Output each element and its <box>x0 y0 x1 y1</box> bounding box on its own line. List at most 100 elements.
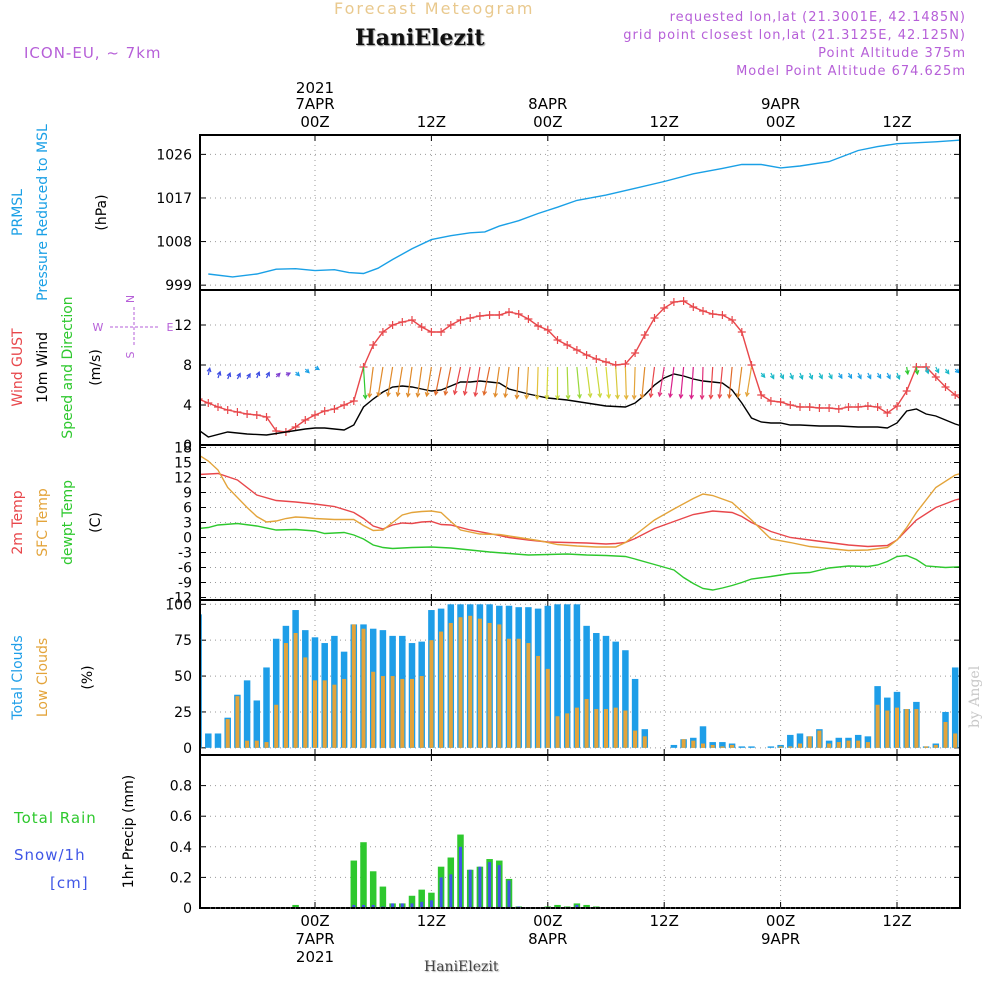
model-altitude: Model Point Altitude 674.625m <box>736 64 966 79</box>
low-cloud-bar <box>526 643 531 748</box>
wind-arrow <box>605 366 610 398</box>
wind-arrow-head <box>534 395 540 401</box>
wind-arrow-head <box>424 392 430 398</box>
bottom-hour-label: 12Z <box>650 912 679 930</box>
gust-marker <box>640 331 649 339</box>
wind-arrow-head <box>216 370 222 376</box>
panel-frame <box>199 134 961 291</box>
wind-arrow <box>416 366 423 397</box>
panel-temp-data <box>201 455 959 591</box>
gust-marker <box>485 311 494 319</box>
wind-arrow-head <box>727 393 732 400</box>
wind-arrow-head <box>565 395 571 401</box>
low-cloud-bar <box>856 740 861 748</box>
snow-bar <box>381 906 385 907</box>
wind-arrow-head <box>395 392 401 398</box>
legend-snow: Snow/1h <box>14 846 86 864</box>
wind-arrow <box>586 366 592 398</box>
low-cloud-bar <box>507 638 511 748</box>
gust-marker <box>369 341 378 349</box>
y-tick-label: 0 <box>183 901 192 917</box>
wind-arrow-head <box>255 370 261 377</box>
low-cloud-bar <box>536 655 541 748</box>
wind-arrow-head <box>544 395 550 401</box>
wind-arrow-head <box>236 372 241 378</box>
y-tick-label: 0.4 <box>170 840 192 856</box>
low-cloud-bar <box>594 709 599 748</box>
wind-arrow-head <box>838 374 843 380</box>
low-cloud-bar <box>468 615 473 748</box>
total-cloud-bar <box>796 733 804 748</box>
rain-bar <box>593 906 600 907</box>
total-cloud-bar <box>971 746 978 747</box>
gust-marker <box>311 411 319 419</box>
low-cloud-bar <box>836 742 841 748</box>
gust-marker <box>340 401 349 409</box>
panel-precip-data <box>292 834 600 907</box>
wind-arrow <box>504 366 510 398</box>
low-cloud-bar <box>904 709 909 748</box>
axis-label: SFC Temp <box>35 488 51 557</box>
rain-bar <box>292 904 299 907</box>
bottom-day-label: 9APR <box>761 930 800 948</box>
wind-arrow-head <box>367 393 373 399</box>
gust-marker <box>427 328 436 336</box>
gust-marker <box>572 346 581 354</box>
y-tick-label: 75 <box>174 633 192 649</box>
low-cloud-bar <box>555 716 560 748</box>
gust-marker <box>708 310 717 318</box>
wind-arrow <box>658 366 665 397</box>
wind-arrow <box>984 369 988 373</box>
axis-label: dewpt Temp <box>60 480 76 565</box>
low-cloud-bar <box>730 744 735 748</box>
wind-arrow-head <box>226 371 232 378</box>
gust-marker <box>815 404 824 412</box>
y-tick-label: 3 <box>183 516 192 532</box>
rain-bar <box>563 906 571 907</box>
compass-rose: N S W E <box>93 295 174 359</box>
y-tick-label: 15 <box>174 456 192 472</box>
total-cloud-bar <box>593 633 600 748</box>
gust-marker <box>437 328 446 336</box>
panel-wind-data <box>201 297 988 438</box>
gust-marker <box>553 336 562 344</box>
gust-marker <box>834 405 843 413</box>
wind-arrow-head <box>639 393 645 400</box>
wind-arrow-head <box>206 367 212 373</box>
axis-label: (m/s) <box>88 349 104 386</box>
low-cloud-bar <box>827 743 832 748</box>
gust-marker <box>679 297 688 305</box>
rain-bar <box>583 904 590 907</box>
gust-marker <box>262 413 271 421</box>
low-cloud-bar <box>584 699 589 748</box>
gust-marker <box>776 398 785 406</box>
y-tick-label: -9 <box>178 576 192 592</box>
wind-arrow-head <box>984 369 988 373</box>
snow-bar <box>497 865 501 907</box>
wind-arrow <box>474 366 481 397</box>
wind-arrow <box>453 366 462 395</box>
gust-marker <box>825 404 834 412</box>
gust-marker <box>201 398 203 400</box>
axis-label: 1hr Precip (mm) <box>121 775 137 888</box>
gust-marker <box>543 326 552 334</box>
wind-arrow-head <box>473 392 479 398</box>
y-tick-label: 0.8 <box>170 779 192 795</box>
rain-bar <box>428 892 435 907</box>
low-cloud-bar <box>254 740 259 748</box>
snow-bar <box>488 862 492 907</box>
gust-marker <box>902 387 911 395</box>
wind-arrow <box>680 366 685 398</box>
gust-marker <box>796 403 804 411</box>
wind-arrow <box>615 366 619 399</box>
y-tick-label: -6 <box>178 561 192 577</box>
wind-arrow <box>624 366 627 399</box>
wind-arrow <box>407 366 413 397</box>
wind-arrow <box>525 366 529 399</box>
low-cloud-bar <box>245 740 250 748</box>
total-cloud-bar <box>670 744 678 748</box>
wind-arrow <box>426 366 432 397</box>
wind-arrow <box>595 366 601 398</box>
gust-marker <box>951 391 959 399</box>
